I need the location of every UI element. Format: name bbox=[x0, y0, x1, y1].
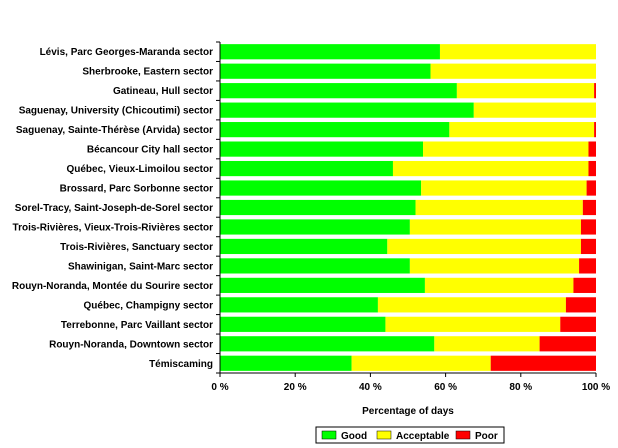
bar-poor-8 bbox=[582, 199, 596, 216]
bar-good-16 bbox=[220, 355, 352, 371]
bar-acceptable-4 bbox=[449, 122, 595, 138]
category-label: Rouyn-Noranda, Montée du Sourire sector bbox=[12, 281, 213, 292]
category-label: Rouyn-Noranda, Downtown sector bbox=[49, 339, 213, 350]
bar-good-9 bbox=[220, 219, 410, 235]
bar-good-11 bbox=[220, 258, 410, 274]
bar-acceptable-9 bbox=[409, 219, 581, 235]
bar-good-12 bbox=[220, 277, 425, 293]
bar-poor-10 bbox=[580, 238, 596, 255]
bar-poor-2 bbox=[594, 83, 596, 99]
legend-label-poor: Poor bbox=[475, 431, 498, 442]
bar-good-0 bbox=[220, 44, 440, 60]
bar-acceptable-13 bbox=[377, 297, 566, 313]
bar-good-3 bbox=[220, 102, 474, 118]
category-label: Sorel-Tracy, Saint-Joseph-de-Sorel secto… bbox=[15, 203, 213, 214]
category-label: Terrebonne, Parc Vaillant sector bbox=[61, 320, 213, 331]
category-label: Trois-Rivières, Sanctuary sector bbox=[60, 242, 213, 253]
bar-poor-12 bbox=[573, 277, 596, 293]
category-label: Shawinigan, Saint-Marc sector bbox=[68, 261, 213, 272]
x-tick-label: 40 % bbox=[359, 382, 382, 393]
bar-good-14 bbox=[220, 316, 386, 332]
bar-acceptable-3 bbox=[473, 102, 596, 118]
bar-good-4 bbox=[220, 122, 450, 138]
x-tick-label: 60 % bbox=[434, 382, 457, 393]
bar-good-15 bbox=[220, 336, 435, 352]
category-label: Lévis, Parc Georges-Maranda sector bbox=[40, 47, 214, 58]
x-tick-label: 100 % bbox=[582, 382, 610, 393]
bars-layer bbox=[220, 44, 596, 371]
bar-acceptable-0 bbox=[439, 44, 596, 60]
category-label: Saguenay, University (Chicoutimi) sector bbox=[19, 106, 213, 117]
bar-acceptable-5 bbox=[423, 141, 589, 157]
category-label: Témiscaming bbox=[149, 359, 213, 370]
bar-good-13 bbox=[220, 297, 378, 313]
bar-good-1 bbox=[220, 63, 431, 79]
legend-swatch-poor bbox=[455, 430, 471, 440]
x-tick-label: 0 % bbox=[211, 382, 228, 393]
bar-acceptable-6 bbox=[392, 160, 589, 177]
category-label: Québec, Champigny sector bbox=[84, 300, 214, 311]
bar-good-8 bbox=[220, 199, 416, 216]
bar-poor-14 bbox=[560, 316, 596, 332]
bar-good-10 bbox=[220, 238, 388, 255]
bar-poor-15 bbox=[539, 336, 596, 352]
category-label: Saguenay, Sainte-Thérèse (Arvida) sector bbox=[16, 125, 213, 136]
category-label: Bécancour City hall sector bbox=[87, 145, 213, 156]
bar-acceptable-10 bbox=[387, 238, 581, 255]
bar-poor-6 bbox=[588, 160, 596, 177]
bar-poor-9 bbox=[580, 219, 596, 235]
bar-acceptable-16 bbox=[351, 355, 491, 371]
bar-acceptable-1 bbox=[430, 63, 596, 79]
category-label: Sherbrooke, Eastern sector bbox=[82, 67, 213, 78]
bar-poor-11 bbox=[579, 258, 596, 274]
bar-acceptable-7 bbox=[421, 180, 587, 196]
legend-label-acceptable: Acceptable bbox=[396, 431, 450, 442]
x-axis-title: Percentage of days bbox=[362, 406, 454, 417]
x-axis: 0 % 20 % 40 % 60 % 80 % 100 % bbox=[211, 41, 610, 393]
bar-good-6 bbox=[220, 160, 393, 177]
category-label: Gatineau, Hull sector bbox=[113, 86, 213, 97]
legend-swatch-acceptable bbox=[376, 430, 392, 440]
bar-poor-13 bbox=[565, 297, 596, 313]
category-label: Trois-Rivières, Vieux-Trois-Rivières sec… bbox=[13, 222, 214, 233]
bar-poor-5 bbox=[588, 141, 596, 157]
bar-good-5 bbox=[220, 141, 424, 157]
bar-acceptable-2 bbox=[456, 83, 595, 99]
bar-poor-7 bbox=[586, 180, 596, 196]
bar-acceptable-15 bbox=[434, 336, 540, 352]
bar-acceptable-8 bbox=[415, 199, 583, 216]
bar-good-7 bbox=[220, 180, 422, 196]
bar-good-2 bbox=[220, 83, 457, 99]
legend: Good Acceptable Poor bbox=[315, 426, 505, 444]
category-labels: Lévis, Parc Georges-Maranda sector Sherbr… bbox=[12, 47, 213, 370]
bar-acceptable-11 bbox=[409, 258, 580, 274]
category-label: Québec, Vieux-Limoilou sector bbox=[66, 164, 213, 175]
category-label: Brossard, Parc Sorbonne sector bbox=[60, 184, 213, 195]
bar-poor-4 bbox=[594, 122, 596, 138]
bar-poor-16 bbox=[490, 355, 596, 371]
legend-label-good: Good bbox=[341, 431, 367, 442]
x-tick-label: 80 % bbox=[509, 382, 532, 393]
legend-swatch-good bbox=[321, 430, 337, 440]
x-tick-label: 20 % bbox=[284, 382, 307, 393]
bar-acceptable-12 bbox=[424, 277, 574, 293]
bar-acceptable-14 bbox=[385, 316, 561, 332]
